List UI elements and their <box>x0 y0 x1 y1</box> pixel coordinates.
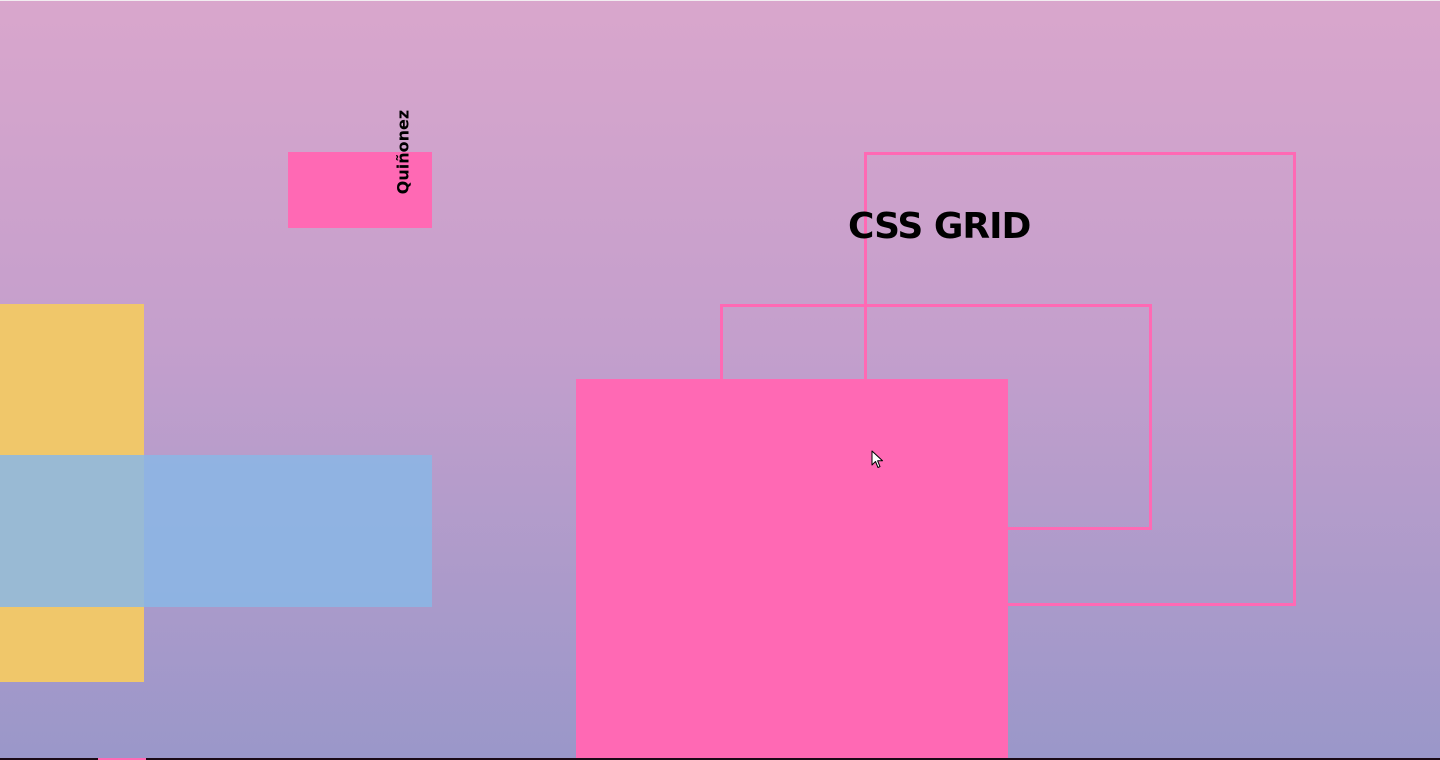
bottom-edge-bar <box>0 758 1440 760</box>
author-name-label: Quiñonez <box>393 109 413 195</box>
blue-grid-block <box>0 455 432 607</box>
page-title: CSS GRID <box>848 206 1031 247</box>
top-edge-line <box>0 0 1440 1</box>
mouse-pointer-icon <box>871 450 883 468</box>
bottom-accent-mark <box>98 758 146 760</box>
pink-large-block <box>576 379 1008 758</box>
pink-small-block <box>288 152 432 228</box>
